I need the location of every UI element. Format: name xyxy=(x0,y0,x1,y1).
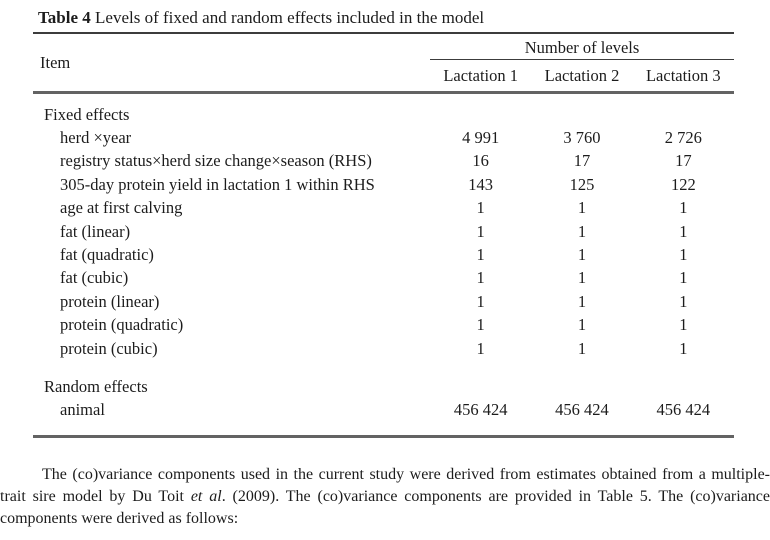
body-paragraph: The (co)variance components used in the … xyxy=(0,464,770,530)
paragraph-et-al: et al xyxy=(190,488,222,506)
row-value-lactation-3: 2 726 xyxy=(664,128,702,148)
table-row: protein (quadratic) 1 1 1 xyxy=(33,314,734,337)
row-label: protein (quadratic) xyxy=(60,315,184,335)
table-row: animal 456 424 456 424 456 424 xyxy=(33,399,734,422)
row-value-lactation-3: 1 xyxy=(679,338,688,358)
row-label: herd ×year xyxy=(60,128,132,148)
row-value-lactation-2: 1 xyxy=(577,221,587,241)
table-caption: Table 4 Levels of fixed and random effec… xyxy=(38,7,770,28)
row-value-lactation-3: 1 xyxy=(679,221,688,241)
row-label: animal xyxy=(60,400,105,420)
row-value-lactation-1: 1 xyxy=(476,268,485,288)
effects-table: Item Number of levels Lactation 1 Lactati… xyxy=(33,32,734,439)
row-value-lactation-2: 1 xyxy=(577,291,587,311)
paragraph-text-end: . (2009). The (co)variance components ar… xyxy=(0,488,770,528)
table-row: 305-day protein yield in lactation 1 wit… xyxy=(33,173,734,196)
row-value-lactation-3: 1 xyxy=(679,245,688,265)
table-header: Item Number of levels Lactation 1 Lactati… xyxy=(33,32,734,94)
row-value-lactation-1: 16 xyxy=(472,151,489,171)
row-label: protein (cubic) xyxy=(60,338,158,358)
section-title-row: Fixed effects xyxy=(33,103,734,126)
row-value-lactation-1: 1 xyxy=(476,315,485,335)
row-value-lactation-1: 1 xyxy=(476,198,485,218)
row-value-lactation-2: 1 xyxy=(577,245,587,265)
row-value-lactation-3: 122 xyxy=(670,174,696,194)
row-value-lactation-2: 1 xyxy=(577,338,587,358)
table-row: protein (linear) 1 1 1 xyxy=(33,290,734,313)
row-label: protein (linear) xyxy=(60,291,160,311)
table-row: protein (cubic) 1 1 1 xyxy=(33,337,734,360)
column-headers-row: Lactation 1 Lactation 2 Lactation 3 xyxy=(430,60,734,91)
table-caption-text: Levels of fixed and random effects inclu… xyxy=(95,8,485,27)
table-row: fat (quadratic) 1 1 1 xyxy=(33,243,734,266)
row-value-lactation-1: 1 xyxy=(476,245,485,265)
column-group-header: Number of levels xyxy=(430,34,734,60)
section-title-row: Random effects xyxy=(33,375,734,398)
section-title: Random effects xyxy=(44,376,148,396)
row-label: fat (linear) xyxy=(60,221,131,241)
row-value-lactation-2: 3 760 xyxy=(563,128,601,148)
table-row: age at first calving 1 1 1 xyxy=(33,197,734,220)
row-value-lactation-3: 1 xyxy=(679,198,688,218)
table-body: Fixed effects herd ×year 4 991 3 760 2 726 re… xyxy=(33,94,734,439)
column-header-lactation-2: Lactation 2 xyxy=(544,65,620,85)
row-label: fat (cubic) xyxy=(60,268,129,288)
row-value-lactation-1: 456 424 xyxy=(453,400,508,420)
row-value-lactation-3: 17 xyxy=(675,151,692,171)
column-header-lactation-3: Lactation 3 xyxy=(645,65,721,85)
row-value-lactation-3: 1 xyxy=(679,315,688,335)
row-label: registry status×herd size change×season … xyxy=(60,151,372,171)
table-row: fat (cubic) 1 1 1 xyxy=(33,267,734,290)
row-value-lactation-3: 1 xyxy=(679,268,688,288)
row-label: age at first calving xyxy=(60,198,183,218)
table-row: fat (linear) 1 1 1 xyxy=(33,220,734,243)
row-value-lactation-1: 4 991 xyxy=(462,128,500,148)
row-value-lactation-2: 1 xyxy=(577,268,587,288)
table-caption-label: Table 4 xyxy=(38,8,91,27)
row-value-lactation-2: 17 xyxy=(573,151,591,171)
table-row: registry status×herd size change×season … xyxy=(33,150,734,173)
page: Table 4 Levels of fixed and random effec… xyxy=(0,7,770,530)
column-header-item: Item xyxy=(40,52,71,72)
row-value-lactation-1: 1 xyxy=(476,221,485,241)
row-value-lactation-1: 1 xyxy=(476,291,485,311)
row-label: fat (quadratic) xyxy=(60,245,154,265)
row-value-lactation-3: 456 424 xyxy=(656,400,711,420)
row-value-lactation-3: 1 xyxy=(679,291,688,311)
column-header-lactation-1: Lactation 1 xyxy=(443,65,518,85)
row-value-lactation-1: 1 xyxy=(476,338,485,358)
section-title: Fixed effects xyxy=(44,104,130,124)
row-label: 305-day protein yield in lactation 1 wit… xyxy=(60,174,375,194)
row-value-lactation-2: 1 xyxy=(577,198,587,218)
row-value-lactation-2: 1 xyxy=(577,315,587,335)
row-value-lactation-2: 456 424 xyxy=(555,400,609,420)
table-row: herd ×year 4 991 3 760 2 726 xyxy=(33,126,734,149)
row-value-lactation-1: 143 xyxy=(468,174,494,194)
paragraph-text-start: The (co)variance components used in the … xyxy=(0,466,770,506)
row-value-lactation-2: 125 xyxy=(569,174,595,194)
